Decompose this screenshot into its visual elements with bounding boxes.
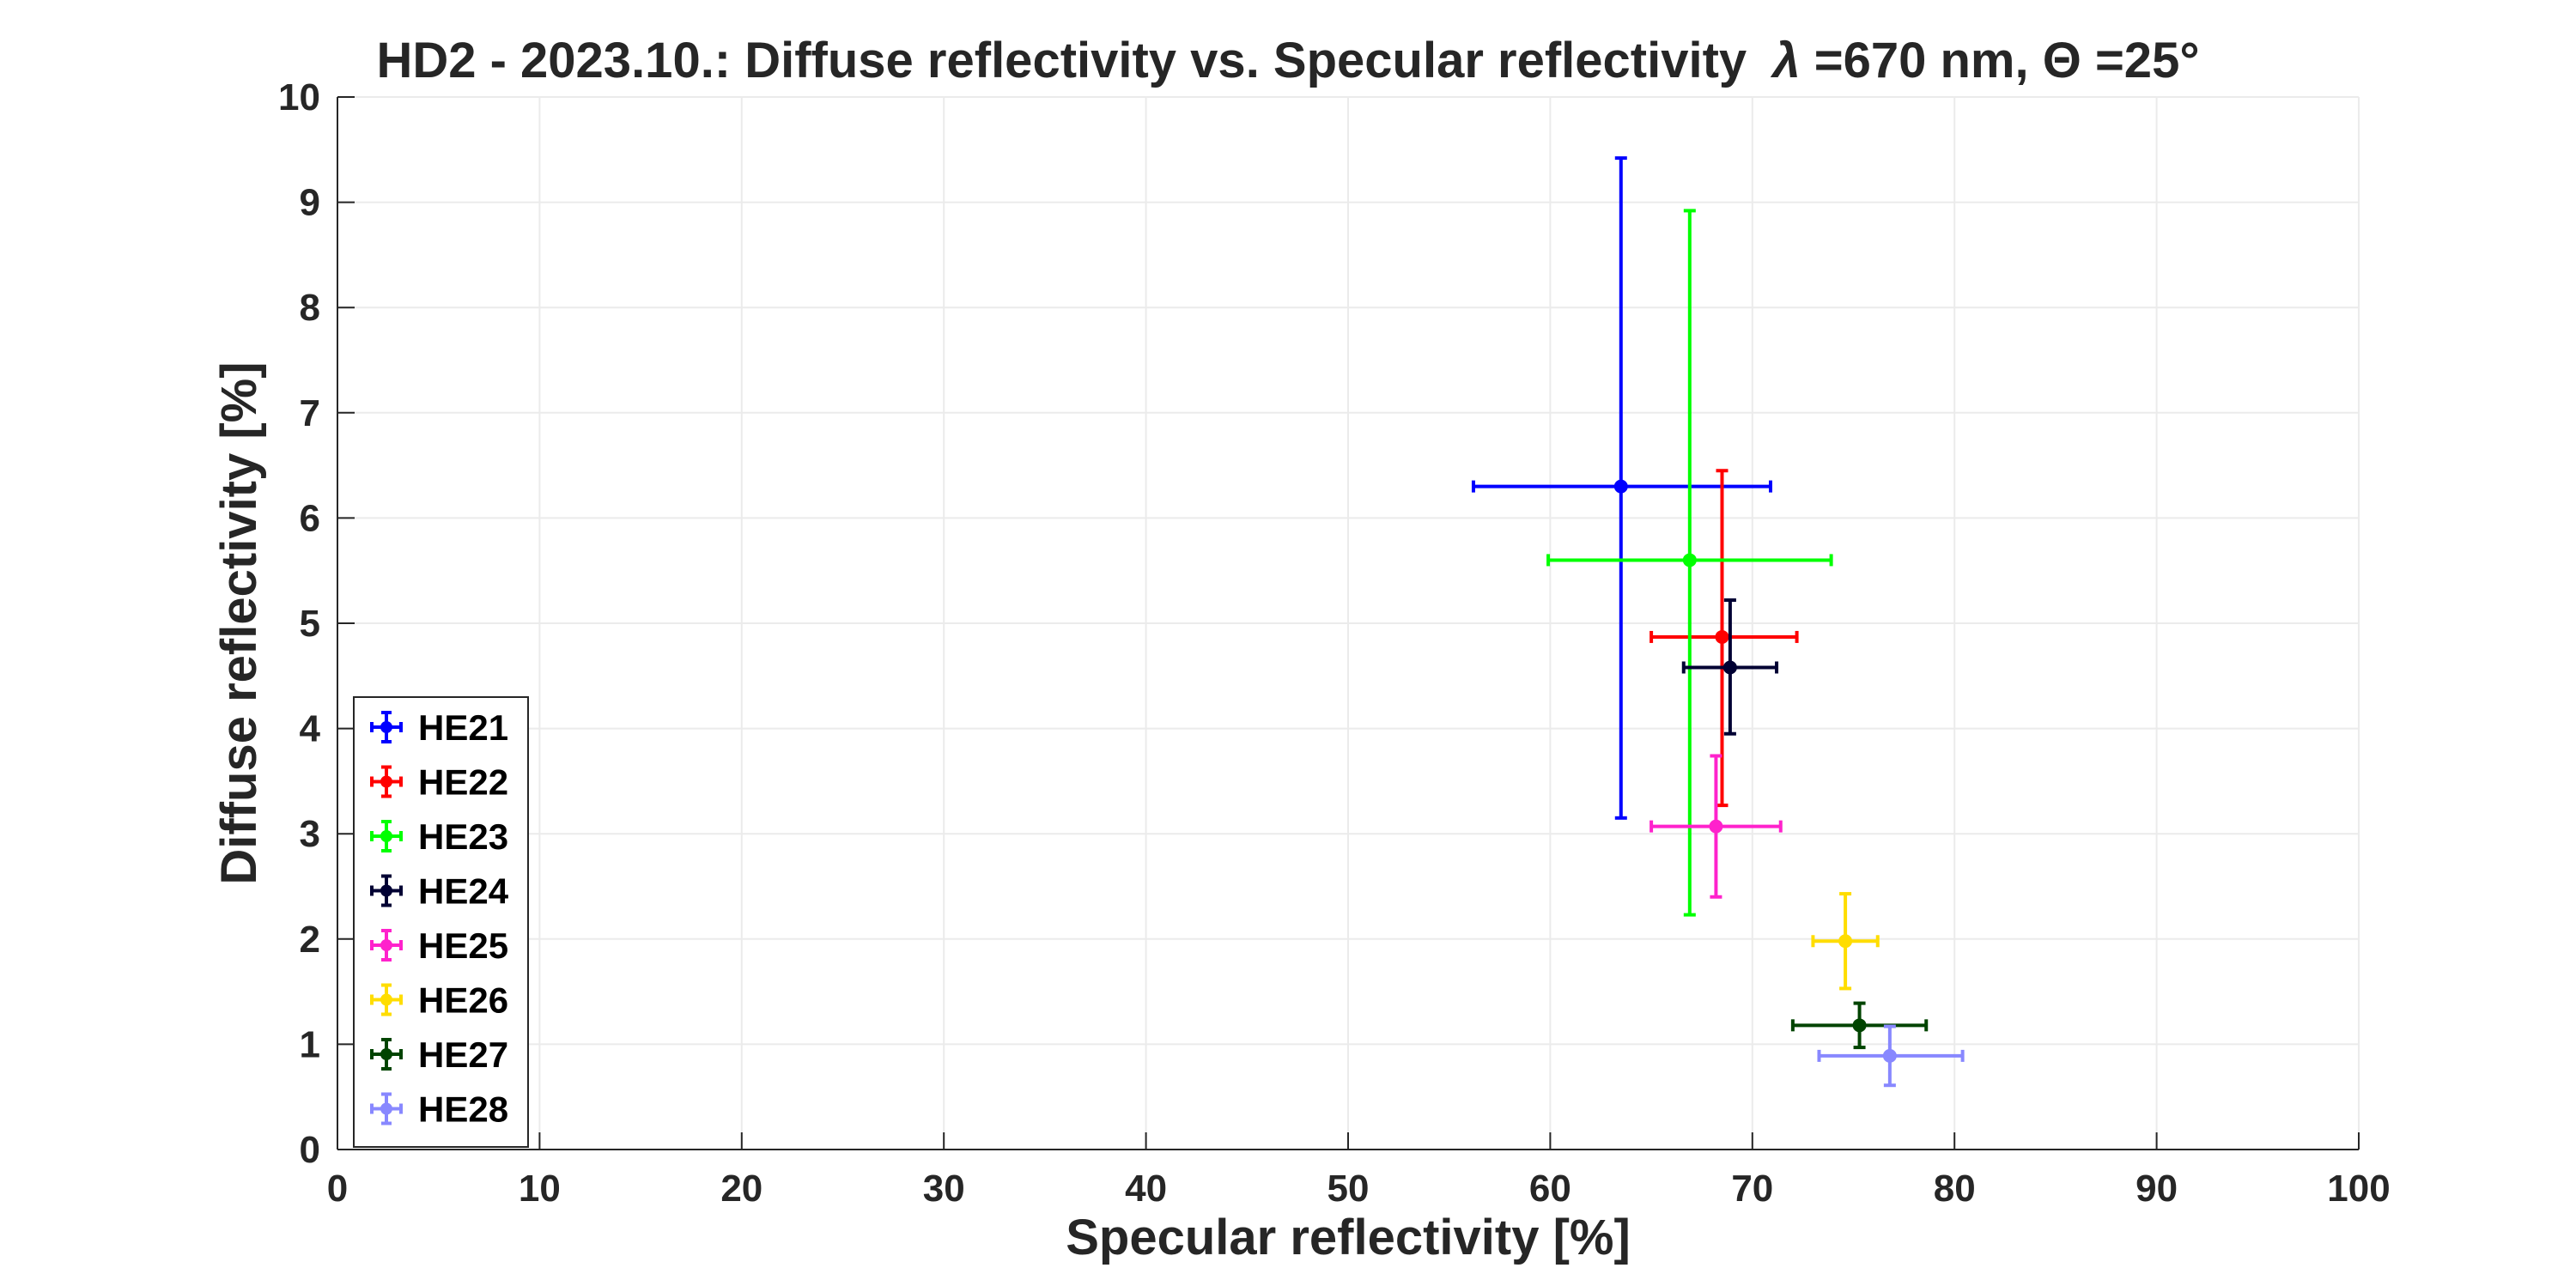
series-he25 bbox=[1649, 754, 1783, 899]
legend-item-he26: HE26 bbox=[370, 980, 508, 1021]
y-tick-label: 0 bbox=[300, 1129, 320, 1171]
legend-marker-point bbox=[380, 1102, 392, 1115]
legend-item-he23: HE23 bbox=[370, 816, 508, 857]
data-point bbox=[1882, 1048, 1897, 1063]
y-tick-label: 4 bbox=[300, 708, 321, 750]
y-tick-label: 7 bbox=[300, 392, 320, 434]
y-tick-label: 5 bbox=[300, 603, 320, 645]
legend-label: HE21 bbox=[418, 707, 508, 748]
data-point bbox=[1852, 1018, 1867, 1033]
chart-title-main: HD2 - 2023.10.: Diffuse reflectivity vs.… bbox=[376, 33, 1747, 88]
data-point bbox=[1715, 629, 1729, 644]
chart-title-angle: =25° bbox=[2095, 33, 2200, 88]
series-he26 bbox=[1811, 892, 1880, 991]
grid bbox=[337, 96, 2360, 1150]
series-group bbox=[1471, 156, 1965, 1088]
x-tick-label: 40 bbox=[1125, 1168, 1167, 1210]
y-tick-label: 8 bbox=[300, 287, 320, 329]
x-tick-label: 20 bbox=[720, 1168, 762, 1210]
x-tick-label: 100 bbox=[2327, 1168, 2390, 1210]
legend-label: HE27 bbox=[418, 1034, 508, 1075]
legend-label: HE22 bbox=[418, 762, 508, 803]
series-he24 bbox=[1681, 598, 1779, 736]
legend-marker-point bbox=[380, 884, 392, 897]
legend: HE21 HE22 HE23 HE24 HE25 HE26 HE27 HE28 bbox=[353, 696, 529, 1148]
series-he28 bbox=[1817, 1024, 1965, 1088]
legend-item-he21: HE21 bbox=[370, 707, 508, 748]
x-tick-label: 30 bbox=[923, 1168, 965, 1210]
y-tick-label: 9 bbox=[300, 182, 320, 224]
series-he23 bbox=[1546, 209, 1833, 917]
legend-item-he22: HE22 bbox=[370, 762, 508, 803]
data-point bbox=[1722, 660, 1737, 675]
legend-marker-point bbox=[380, 939, 392, 951]
y-tick-label: 3 bbox=[300, 813, 320, 855]
legend-box bbox=[353, 696, 529, 1148]
series-he22 bbox=[1649, 469, 1799, 808]
legend-label: HE25 bbox=[418, 925, 508, 966]
legend-item-he28: HE28 bbox=[370, 1089, 508, 1130]
legend-marker-point bbox=[380, 775, 392, 788]
legend-item-he24: HE24 bbox=[370, 871, 509, 912]
x-tick-label: 10 bbox=[519, 1168, 561, 1210]
y-tick-label: 10 bbox=[278, 76, 320, 118]
legend-marker-point bbox=[380, 830, 392, 842]
legend-label: HE28 bbox=[418, 1089, 508, 1130]
chart-title-lambda: λ bbox=[1770, 33, 1800, 88]
data-point bbox=[1613, 479, 1628, 494]
x-tick-label: 60 bbox=[1529, 1168, 1571, 1210]
x-tick-label: 90 bbox=[2136, 1168, 2178, 1210]
chart-title-params: =670 nm, bbox=[1814, 33, 2043, 88]
chart-title: HD2 - 2023.10.: Diffuse reflectivity vs.… bbox=[376, 33, 2199, 88]
legend-item-he27: HE27 bbox=[370, 1034, 508, 1075]
y-tick-labels: 0 1 2 3 4 5 6 7 8 9 10 bbox=[278, 76, 320, 1171]
data-point bbox=[1709, 819, 1723, 834]
y-tick-label: 6 bbox=[300, 497, 320, 539]
y-tick-label: 2 bbox=[300, 919, 320, 961]
x-tick-label: 50 bbox=[1327, 1168, 1370, 1210]
x-tick-label: 0 bbox=[327, 1168, 348, 1210]
chart-title-theta: Θ bbox=[2043, 33, 2081, 88]
x-tick-label: 80 bbox=[1934, 1168, 1976, 1210]
legend-label: HE26 bbox=[418, 980, 508, 1021]
x-axis-label: Specular reflectivity [%] bbox=[1066, 1210, 1631, 1265]
data-point bbox=[1682, 553, 1697, 567]
series-he27 bbox=[1790, 1001, 1929, 1050]
legend-label: HE24 bbox=[418, 871, 509, 912]
legend-item-he25: HE25 bbox=[370, 925, 508, 966]
y-axis-label: Diffuse reflectivity [%] bbox=[211, 361, 267, 884]
legend-marker-point bbox=[380, 993, 392, 1006]
legend-label: HE23 bbox=[418, 816, 508, 857]
x-tick-labels: 0 10 20 30 40 50 60 70 80 90 100 bbox=[327, 1168, 2391, 1210]
legend-marker-point bbox=[380, 721, 392, 733]
x-tick-label: 70 bbox=[1731, 1168, 1773, 1210]
data-point bbox=[1838, 934, 1853, 949]
y-tick-label: 1 bbox=[300, 1023, 320, 1065]
legend-marker-point bbox=[380, 1048, 392, 1060]
axes bbox=[337, 96, 2360, 1150]
